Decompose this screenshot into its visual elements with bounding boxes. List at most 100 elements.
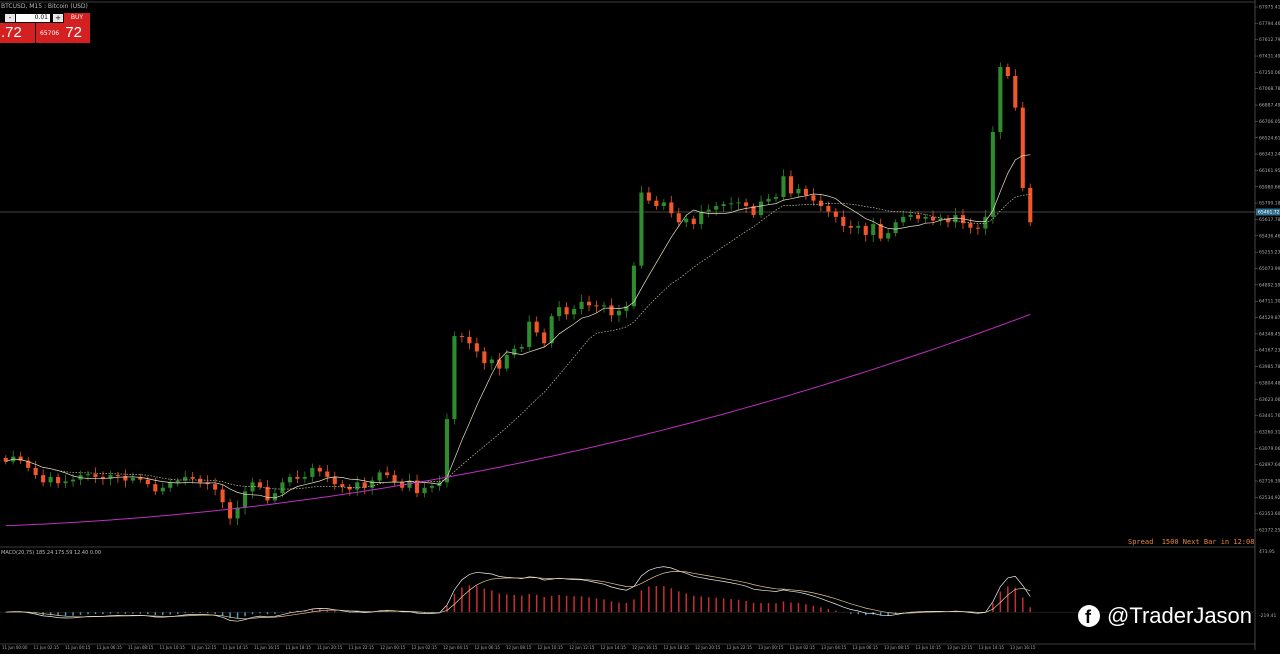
price-axis-label: 65980.66 [1259,184,1280,190]
lot-row: - 0.01 + BUY [0,13,90,23]
price-axis-label: 67975.41 [1259,5,1280,11]
candle-body [751,206,756,216]
candle-body [990,131,995,217]
candle-body [242,491,248,508]
candle-body [1028,187,1033,223]
time-axis-label: 12 Jun 20:15 [695,645,721,650]
candle-body [818,200,823,207]
buy-price-prefix: 65706 [40,30,60,37]
candle-body [385,472,390,476]
price-axis-label: 63260.31 [1259,429,1280,435]
current-price-label: 65461.72 [1258,210,1280,216]
candle-body [100,476,106,479]
time-axis-label: 11 Jun 08:15 [128,645,154,650]
candle-body [938,218,943,221]
candle-body [325,471,330,477]
candle-body [228,502,233,519]
candle-body [714,206,719,210]
candle-body [901,216,906,223]
candle-body [766,198,771,202]
candle-body [661,202,666,207]
price-axis-label: 66161.95 [1259,168,1280,174]
candle-body [788,176,794,194]
candle-body [826,206,831,212]
price-axis-label: 63804.48 [1259,380,1280,386]
candle-body [160,487,165,492]
candle-body [452,336,457,420]
candle-body [886,233,891,239]
decrease-lot-button[interactable]: - [5,14,15,22]
candle-body [796,188,801,194]
ma-long-line [5,313,1031,527]
price-axis-label: 64711.30 [1259,299,1280,305]
lot-size-input[interactable]: 0.01 [16,14,50,22]
candle-body [287,476,292,483]
price-axis-label: 63623.06 [1259,397,1280,403]
sell-button[interactable]: .72 [0,23,35,43]
candle-body [70,479,76,482]
candle-body [512,348,517,356]
time-axis-label: 12 Jun 06:15 [475,645,501,650]
price-axis-label: 67068.78 [1259,86,1280,92]
candle-body [557,307,562,317]
candle-body [758,201,764,216]
one-click-trading-panel: - 0.01 + BUY .72 65706 72 [0,13,90,43]
price-axis-label: 65799.18 [1259,201,1280,207]
candle-body [736,202,741,204]
candle-body [803,188,808,196]
time-axis-label: 13 Jun 12:15 [947,645,973,650]
price-axis-label: 64167.23 [1259,348,1280,354]
price-axis-label: 62897.64 [1259,462,1280,468]
candle-body [220,489,225,503]
candle-body [168,482,173,488]
buy-button[interactable]: 65706 72 [36,23,90,43]
candle-body [175,480,180,483]
price-axis-label: 63079.06 [1259,446,1280,452]
time-axis-label: 13 Jun 08:15 [884,645,910,650]
candle-body [265,486,270,501]
candle-body [744,202,749,207]
candle-body [429,485,435,488]
candle-body [18,456,23,461]
candle-body [811,195,816,201]
candle-body [729,203,734,205]
candle-body [183,476,188,481]
candle-body [235,507,240,519]
candle-body [968,223,973,228]
candle-body [482,351,487,364]
candle-body [930,216,936,221]
candle-body [945,218,951,223]
candle-body [878,224,883,239]
candle-body [272,493,278,501]
candle-body [444,419,450,483]
candle-body [497,359,502,369]
candle-body [130,477,135,481]
spread-info: Spread 1500 Next Bar in 12:08 [1128,538,1255,546]
candle-body [190,476,195,479]
macd-high-label: 473.95 [1259,549,1275,555]
candle-body [355,482,360,490]
candle-body [302,476,307,479]
buy-label-button[interactable]: BUY [64,13,90,23]
candle-body [474,343,479,352]
increase-lot-button[interactable]: + [53,14,63,22]
time-axis-label: 12 Jun 18:15 [664,645,690,650]
time-axis-label: 12 Jun 14:15 [601,645,627,650]
candle-body [773,197,779,199]
candle-body [781,176,786,198]
ma-fast-line [5,154,1031,499]
candle-body [841,216,846,226]
candle-body [250,482,255,492]
time-axis-label: 11 Jun 10:15 [160,645,186,650]
time-axis-label: 11 Jun 04:15 [65,645,91,650]
macd-low-label: -219.41 [1259,613,1277,619]
candle-body [93,474,98,477]
buy-price: 72 [65,24,82,41]
candle-body [317,467,322,472]
candle-body [856,225,861,228]
time-axis-label: 11 Jun 02:15 [34,645,60,650]
price-axis-label: 62172.25 [1259,528,1280,534]
time-axis-label: 11 Jun 00:00 [2,645,28,650]
